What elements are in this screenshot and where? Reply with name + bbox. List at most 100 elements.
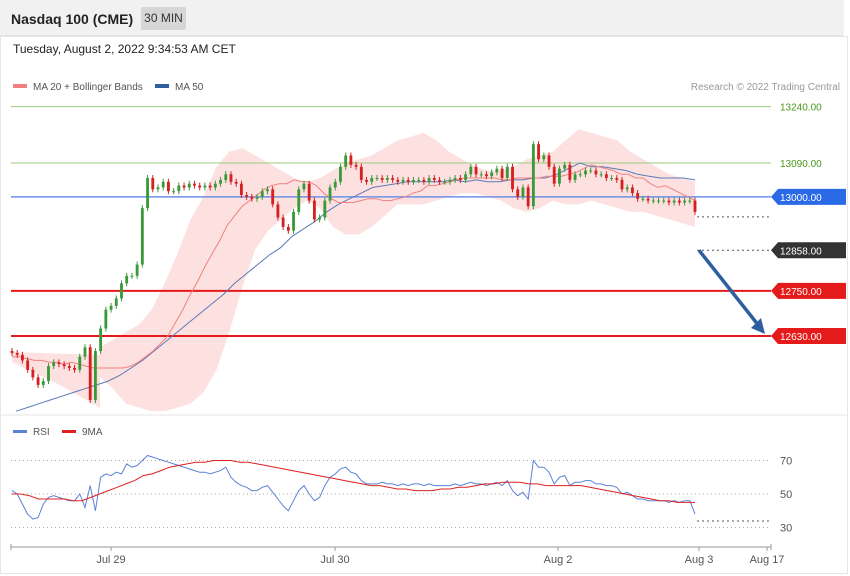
candle-body — [474, 166, 478, 175]
candle-body — [208, 185, 212, 188]
candle-body — [584, 170, 587, 175]
candle-body — [318, 217, 322, 220]
candle-body — [542, 155, 546, 160]
ma20-line — [12, 164, 696, 369]
candle-body — [239, 183, 243, 195]
candle-body — [15, 352, 19, 355]
candle-body — [198, 185, 202, 188]
candle-body — [401, 179, 405, 182]
candle-body — [531, 144, 535, 207]
bollinger-band — [100, 129, 695, 412]
candle-body — [47, 366, 50, 382]
price-levels-layer — [11, 106, 771, 337]
candle-body — [146, 178, 149, 209]
candle-body — [375, 178, 379, 180]
candle-body — [140, 208, 144, 265]
candle-body — [354, 164, 358, 167]
rsi-level-label: 30 — [780, 523, 792, 535]
candle-body — [156, 187, 160, 190]
candle-body — [328, 187, 332, 201]
candle-body — [391, 178, 395, 180]
candle-body — [568, 164, 572, 180]
candle-body — [485, 174, 488, 177]
level-label-5: 12630.00 — [780, 332, 822, 343]
forecast-arrow-layer — [697, 249, 765, 334]
candle-body — [662, 200, 666, 202]
candle-body — [151, 178, 155, 190]
candle-body — [641, 198, 645, 200]
candle-body — [610, 178, 614, 180]
candle-body — [490, 172, 494, 177]
forecast-arrow-head — [751, 318, 765, 334]
candle-body — [558, 168, 561, 184]
candle-body — [688, 200, 692, 202]
candle-body — [615, 178, 619, 180]
timestamp: Tuesday, August 2, 2022 9:34:53 AM CET — [13, 42, 236, 56]
x-label: Jul 30 — [320, 554, 349, 566]
candle-body — [495, 168, 499, 173]
candle-body — [604, 174, 608, 179]
candle-body — [505, 166, 509, 179]
bollinger-band-start — [12, 352, 100, 408]
level-label-0: 13240.00 — [780, 103, 822, 114]
candle-body — [479, 174, 483, 176]
candle-body — [10, 351, 14, 353]
timeframe-button[interactable]: 30 MIN — [141, 7, 186, 30]
candle-body — [464, 174, 468, 180]
candle-body — [672, 200, 676, 203]
candle-body — [219, 179, 222, 184]
candle-body — [349, 155, 353, 165]
candle-body — [93, 351, 97, 400]
candle-body — [500, 168, 504, 179]
x-label: Aug 3 — [685, 554, 714, 566]
x-axis-labels: Jul 29 Jul 30 Aug 2 Aug 3 Aug 17 — [10, 544, 785, 566]
candle-body — [302, 183, 306, 190]
candle-body — [109, 305, 113, 310]
level-tag-3 — [771, 242, 846, 259]
candle-body — [213, 183, 217, 188]
candle-body — [651, 200, 655, 202]
candle-body — [292, 211, 295, 231]
rsi-level-label: 70 — [780, 456, 792, 468]
candle-body — [203, 185, 207, 188]
candle-body — [417, 179, 421, 181]
candle-body — [563, 164, 567, 169]
candle-body — [166, 181, 170, 192]
candle-body — [526, 187, 530, 207]
level-tag-4 — [771, 282, 846, 299]
rsi-pane: 70 50 30 — [11, 454, 792, 535]
candle-body — [521, 187, 525, 197]
candle-body — [693, 200, 697, 212]
candle-body — [276, 204, 280, 218]
candle-body — [67, 366, 71, 368]
candle-body — [646, 198, 650, 201]
candle-body — [333, 181, 337, 188]
candle-body — [130, 275, 134, 277]
rsi-ma-legend-label: 9MA — [82, 427, 103, 438]
candle-body — [260, 191, 264, 197]
candle-body — [250, 196, 254, 199]
candle-body — [78, 356, 82, 370]
candle-body — [589, 170, 593, 172]
legend-ma50: MA 50 — [175, 82, 204, 93]
x-label: Aug 17 — [750, 554, 785, 566]
level-tag-5 — [771, 328, 846, 344]
legend-swatch-ma50 — [155, 84, 169, 88]
candle-body — [412, 179, 415, 182]
instrument-title: Nasdaq 100 (CME) — [11, 11, 134, 27]
rsi-ma-legend-swatch — [62, 430, 76, 433]
candle-body — [599, 174, 603, 176]
candle-body — [99, 328, 103, 352]
moving-average-layer — [12, 162, 696, 412]
candle-body — [385, 178, 389, 180]
candle-body — [187, 183, 191, 188]
candle-body — [234, 181, 238, 184]
candle-body — [104, 309, 108, 329]
candle-body — [443, 181, 447, 183]
candle-body — [573, 174, 577, 180]
candle-body — [312, 200, 316, 220]
bollinger-band-layer — [12, 129, 695, 412]
candle-body — [625, 187, 629, 190]
candle-body — [57, 362, 61, 365]
